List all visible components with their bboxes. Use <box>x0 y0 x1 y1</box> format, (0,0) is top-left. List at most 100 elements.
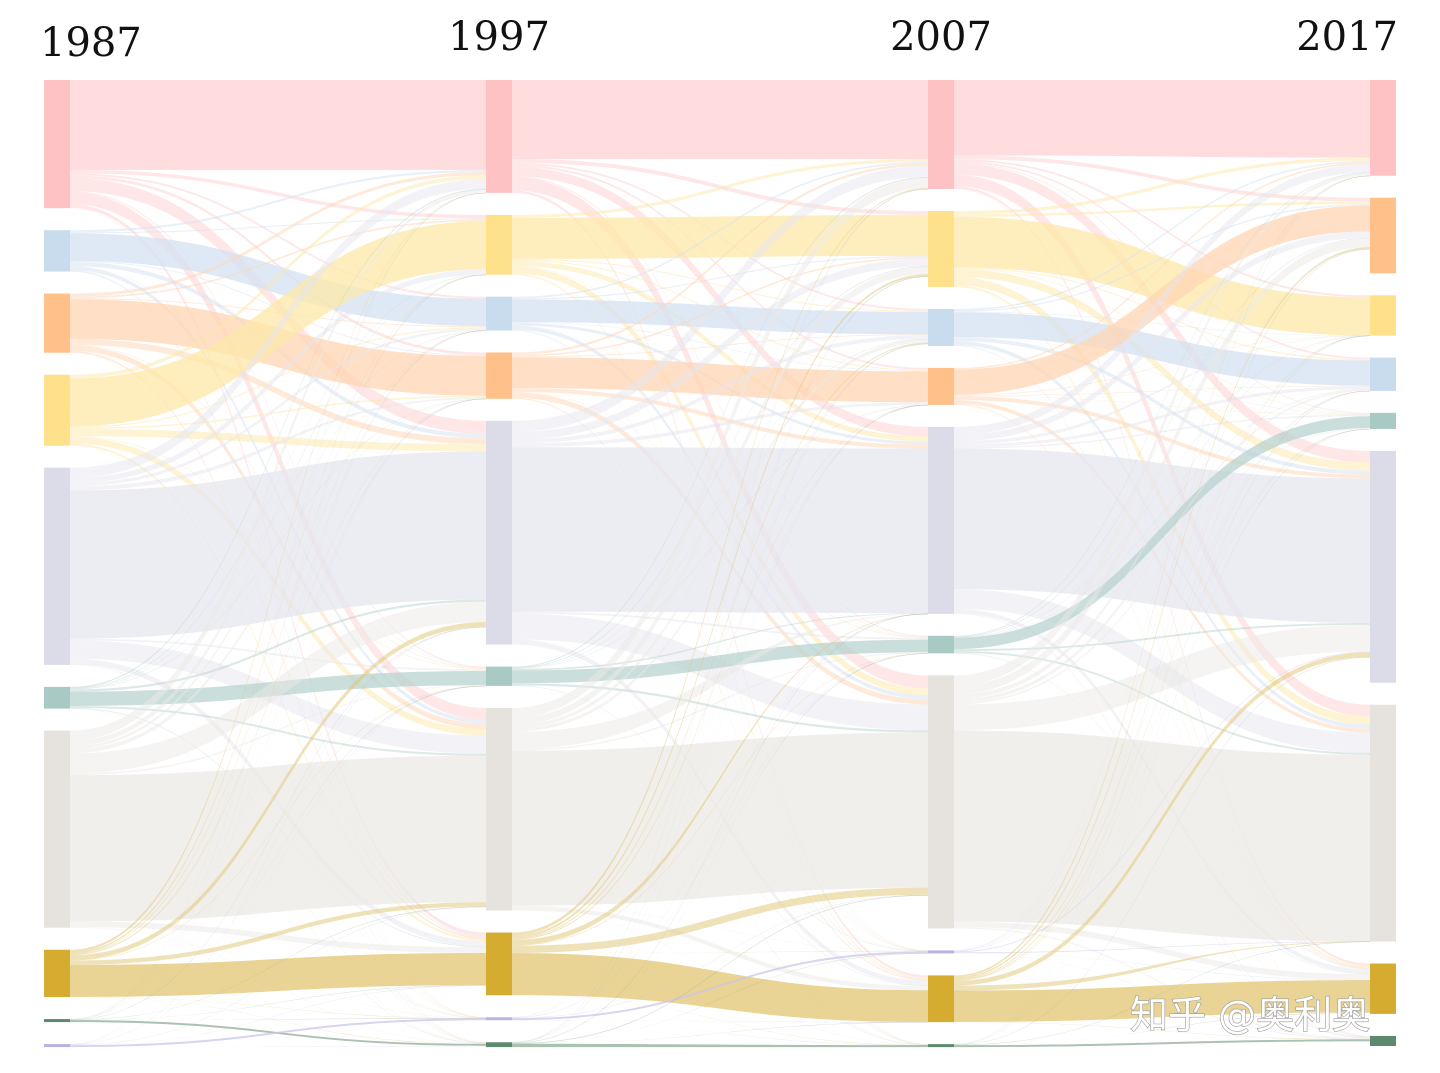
node-1987-c2 <box>44 230 70 272</box>
node-1987-c8 <box>44 949 70 998</box>
link-2007-c7-to-c4 <box>954 335 1370 700</box>
node-1987-c9 <box>44 1019 70 1023</box>
link-1987-c4-to-c5 <box>70 429 486 452</box>
link-2007-c10-to-c1 <box>954 175 1370 951</box>
link-1997-c3-to-c1 <box>512 163 928 355</box>
link-1997-c1-to-c7 <box>512 177 928 689</box>
link-2007-c5-to-c1 <box>954 164 1370 435</box>
link-2007-c6-to-c2 <box>954 389 1370 638</box>
link-1987-c2-to-c2 <box>70 233 486 327</box>
link-1987-c9-to-c1 <box>70 192 486 1020</box>
link-1997-c6-to-c7 <box>512 683 928 733</box>
link-1987-c10-to-c4 <box>70 274 486 1045</box>
link-1997-c1-to-c1 <box>512 80 928 159</box>
link-2007-c6-to-c5 <box>954 623 1370 652</box>
link-1997-c5-to-c6 <box>512 611 928 640</box>
link-1987-c1-to-c2 <box>70 173 486 299</box>
link-2007-c2-to-c2 <box>954 312 1370 386</box>
link-1997-c8-to-c1 <box>512 188 928 936</box>
link-2007-c2-to-c3 <box>954 204 1370 312</box>
link-1987-c10-to-c2 <box>70 330 486 1045</box>
node-1987-c4 <box>44 374 70 446</box>
link-2007-c3-to-c2 <box>954 385 1370 396</box>
link-1997-c6-to-c3 <box>512 404 928 669</box>
link-1997-c9-to-c4 <box>512 276 928 1043</box>
link-2007-c2-to-c5 <box>954 337 1370 475</box>
node-2007-c8 <box>928 975 954 1023</box>
link-1987-c10-to-c8 <box>70 985 486 1046</box>
link-2007-c7-to-c3 <box>954 238 1370 695</box>
link-1997-c10-to-c1 <box>512 189 928 1018</box>
link-1987-c10-to-c7 <box>70 906 486 1046</box>
link-1997-c6-to-c5 <box>512 613 928 671</box>
node-2007-c10 <box>928 950 954 954</box>
node-2017-c8 <box>1370 963 1396 1014</box>
link-1997-c9-to-c6 <box>512 653 928 1044</box>
link-2007-c9-to-c2 <box>954 390 1370 1045</box>
link-1997-c9-to-c7 <box>512 895 928 1044</box>
link-2007-c7-to-c7 <box>954 730 1370 942</box>
link-1987-c1-to-c9 <box>70 207 486 1043</box>
link-1987-c8-to-c1 <box>70 192 486 953</box>
link-1987-c2-to-c1 <box>70 169 486 233</box>
link-1997-c1-to-c3 <box>512 164 928 370</box>
link-2007-c5-to-c4 <box>954 335 1370 445</box>
node-1997-c4 <box>486 214 512 275</box>
link-2007-c1-to-c3 <box>954 155 1370 202</box>
node-2007-c6 <box>928 635 954 654</box>
link-1987-c3-to-c5 <box>70 338 486 445</box>
link-1997-c2-to-c4 <box>512 255 928 300</box>
link-1987-c6-to-c3 <box>70 398 486 690</box>
link-1987-c10-to-c5 <box>70 627 486 1045</box>
link-2007-c2-to-c9 <box>954 345 1370 1038</box>
node-2017-c7 <box>1370 704 1396 942</box>
link-2007-c8-to-c8 <box>954 980 1370 1022</box>
link-1997-c8-to-c2 <box>512 342 928 939</box>
node-2017-c9 <box>1370 1035 1396 1046</box>
link-1987-c6-to-c1 <box>70 188 486 688</box>
link-2007-c10-to-c4 <box>954 335 1370 952</box>
link-2007-c5-to-c6 <box>954 414 1370 449</box>
node-1987-c7 <box>44 730 70 928</box>
link-2007-c4-to-c3 <box>954 201 1370 217</box>
link-1987-c9-to-c6 <box>70 685 486 1020</box>
link-2007-c10-to-c7 <box>954 941 1370 954</box>
link-1987-c8-to-c9 <box>70 996 486 1045</box>
link-1987-c1-to-c3 <box>70 175 486 356</box>
link-1987-c1-to-c4 <box>70 169 486 219</box>
stage-label-2007: 2007 <box>890 14 992 60</box>
link-1987-c9-to-c8 <box>70 985 486 1021</box>
link-2007-c7-to-c9 <box>954 927 1370 1040</box>
link-1997-c9-to-c10 <box>512 953 928 1044</box>
node-2017-c3 <box>1370 197 1396 274</box>
link-2007-c4-to-c2 <box>954 267 1370 361</box>
link-2007-c8-to-c2 <box>954 390 1370 981</box>
link-2007-c8-to-c6 <box>954 428 1370 981</box>
link-2007-c8-to-c1 <box>954 175 1370 978</box>
link-1997-c5-to-c5 <box>512 447 928 614</box>
link-1987-c8-to-c2 <box>70 330 486 955</box>
link-1997-c10-to-c5 <box>512 613 928 1018</box>
stage-label-1987: 1987 <box>40 20 142 66</box>
link-1987-c6-to-c4 <box>70 274 486 689</box>
link-1987-c10-to-c6 <box>70 685 486 1045</box>
link-1997-c2-to-c8 <box>512 329 928 980</box>
link-1987-c7-to-c1 <box>70 189 486 741</box>
link-1987-c8-to-c4 <box>70 274 486 954</box>
link-1997-c8-to-c6 <box>512 653 928 946</box>
node-2017-c6 <box>1370 412 1396 429</box>
link-1997-c6-to-c2 <box>512 338 928 669</box>
link-1997-c7-to-c8 <box>512 905 928 991</box>
node-2007-c2 <box>928 308 954 346</box>
node-1997-c8 <box>486 932 512 996</box>
link-2007-c9-to-c8 <box>954 1012 1370 1046</box>
link-1987-c5-to-c1 <box>70 178 486 478</box>
link-1987-c2-to-c6 <box>70 266 486 669</box>
link-2007-c6-to-c7 <box>954 651 1370 755</box>
stage-labels: 1987 1997 2007 2017 <box>40 14 1398 66</box>
link-1997-c1-to-c6 <box>512 176 928 637</box>
link-1997-c3-to-c8 <box>512 397 928 981</box>
link-1997-c2-to-c9 <box>512 330 928 1045</box>
link-1997-c7-to-c10 <box>512 905 928 952</box>
